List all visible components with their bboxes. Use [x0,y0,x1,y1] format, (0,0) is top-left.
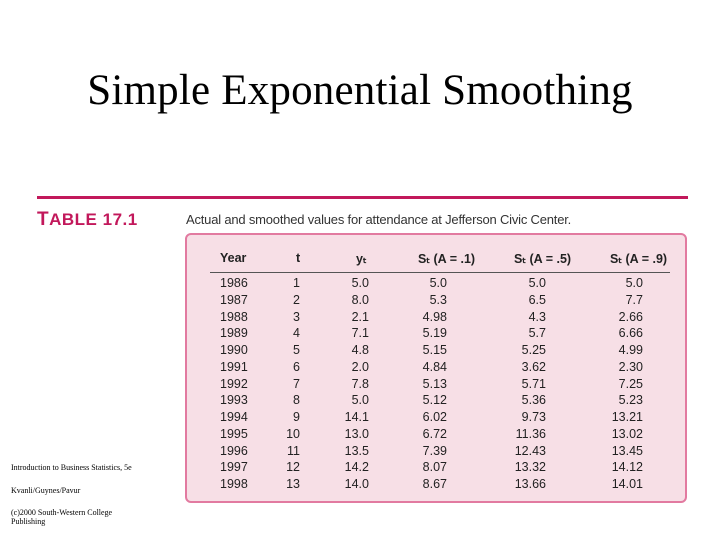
table-panel [185,233,687,503]
cell-year: 1994 [220,410,248,424]
cell-year: 1997 [220,460,248,474]
cell-s-a05: 5.0 [528,276,546,290]
cell-s-a05: 12.43 [514,444,546,458]
cell-t: 5 [293,343,300,357]
cell-s-a01: 8.67 [422,477,447,491]
cell-year: 1998 [220,477,248,491]
slide-title: Simple Exponential Smoothing [87,67,633,114]
cell-s-a05: 13.32 [514,460,546,474]
cell-s-a09: 13.45 [611,444,643,458]
cell-year: 1992 [220,377,248,391]
cell-t: 1 [293,276,300,290]
cell-year: 1989 [220,326,248,340]
cell-s-a01: 8.07 [422,460,447,474]
cell-s-a09: 5.0 [625,276,643,290]
cell-year: 1996 [220,444,248,458]
cell-t: 12 [286,460,300,474]
table-label: TABLE 17.1 [37,209,138,231]
cell-year: 1988 [220,310,248,324]
cell-s-a05: 3.62 [521,360,546,374]
cell-s-a01: 5.0 [429,276,447,290]
cell-t: 13 [286,477,300,491]
cell-s-a05: 4.3 [528,310,546,324]
cell-s-a09: 13.02 [611,427,643,441]
cell-s-a01: 5.12 [422,393,447,407]
cell-s-a05: 5.36 [521,393,546,407]
cell-s-a01: 7.39 [422,444,447,458]
footer-book: Introduction to Business Statistics, 5e [11,463,132,472]
cell-t: 9 [293,410,300,424]
header-divider [210,272,670,273]
cell-s-a09: 7.7 [625,293,643,307]
cell-year: 1993 [220,393,248,407]
cell-s-a09: 14.01 [611,477,643,491]
header-s-a05: Sₜ (A = .5) [514,252,572,266]
cell-s-a05: 5.71 [521,377,546,391]
cell-y: 8.0 [351,293,369,307]
cell-t: 10 [286,427,300,441]
cell-s-a09: 2.30 [618,360,643,374]
header-year: Year [220,251,247,265]
cell-s-a09: 5.23 [618,393,643,407]
cell-t: 7 [293,377,300,391]
cell-t: 8 [293,393,300,407]
cell-year: 1986 [220,276,248,290]
header-y: yₜ [356,252,367,266]
cell-s-a05: 11.36 [515,427,546,441]
cell-s-a05: 13.66 [514,477,546,491]
cell-s-a01: 6.02 [422,410,447,424]
cell-y: 7.8 [351,377,369,391]
cell-y: 4.8 [351,343,369,357]
cell-y: 5.0 [351,276,369,290]
cell-t: 3 [293,310,300,324]
header-t: t [296,251,301,265]
cell-s-a01: 5.13 [422,377,447,391]
cell-year: 1995 [220,427,248,441]
cell-t: 6 [293,360,300,374]
cell-y: 14.1 [344,410,369,424]
cell-year: 1990 [220,343,248,357]
cell-t: 11 [287,444,300,458]
cell-s-a01: 6.72 [422,427,447,441]
cell-y: 5.0 [351,393,369,407]
cell-t: 4 [293,326,300,340]
cell-s-a01: 5.15 [422,343,447,357]
footer-publisher: Publishing [11,517,46,526]
cell-s-a05: 5.25 [521,343,546,357]
cell-s-a01: 5.19 [422,326,447,340]
cell-y: 13.5 [344,444,369,458]
cell-s-a09: 6.66 [618,326,643,340]
cell-y: 2.1 [351,310,369,324]
table-caption: Actual and smoothed values for attendanc… [186,212,572,227]
table-label-prefix: T [37,209,50,230]
cell-s-a09: 7.25 [618,377,643,391]
cell-s-a09: 2.66 [618,310,643,324]
cell-s-a09: 14.12 [611,460,643,474]
cell-year: 1987 [220,293,248,307]
cell-s-a01: 4.84 [422,360,447,374]
cell-y: 13.0 [344,427,369,441]
cell-s-a01: 5.3 [429,293,447,307]
cell-y: 7.1 [351,326,369,340]
cell-y: 14.0 [344,477,369,491]
footer-authors: Kvanli/Guynes/Pavur [11,486,81,495]
cell-s-a01: 4.98 [422,310,447,324]
header-s-a09: Sₜ (A = .9) [610,252,668,266]
footer-copyright: (c)2000 South-Western College [11,508,113,517]
cell-s-a05: 9.73 [521,410,546,424]
header-s-a01: Sₜ (A = .1) [418,252,476,266]
cell-y: 2.0 [351,360,369,374]
cell-y: 14.2 [344,460,369,474]
cell-s-a05: 5.7 [528,326,546,340]
cell-s-a05: 6.5 [528,293,546,307]
cell-s-a09: 4.99 [618,343,643,357]
cell-s-a09: 13.21 [611,410,643,424]
table-label-rest: ABLE 17.1 [49,210,138,229]
cell-year: 1991 [220,360,248,374]
cell-t: 2 [293,293,300,307]
accent-rule [37,196,688,199]
